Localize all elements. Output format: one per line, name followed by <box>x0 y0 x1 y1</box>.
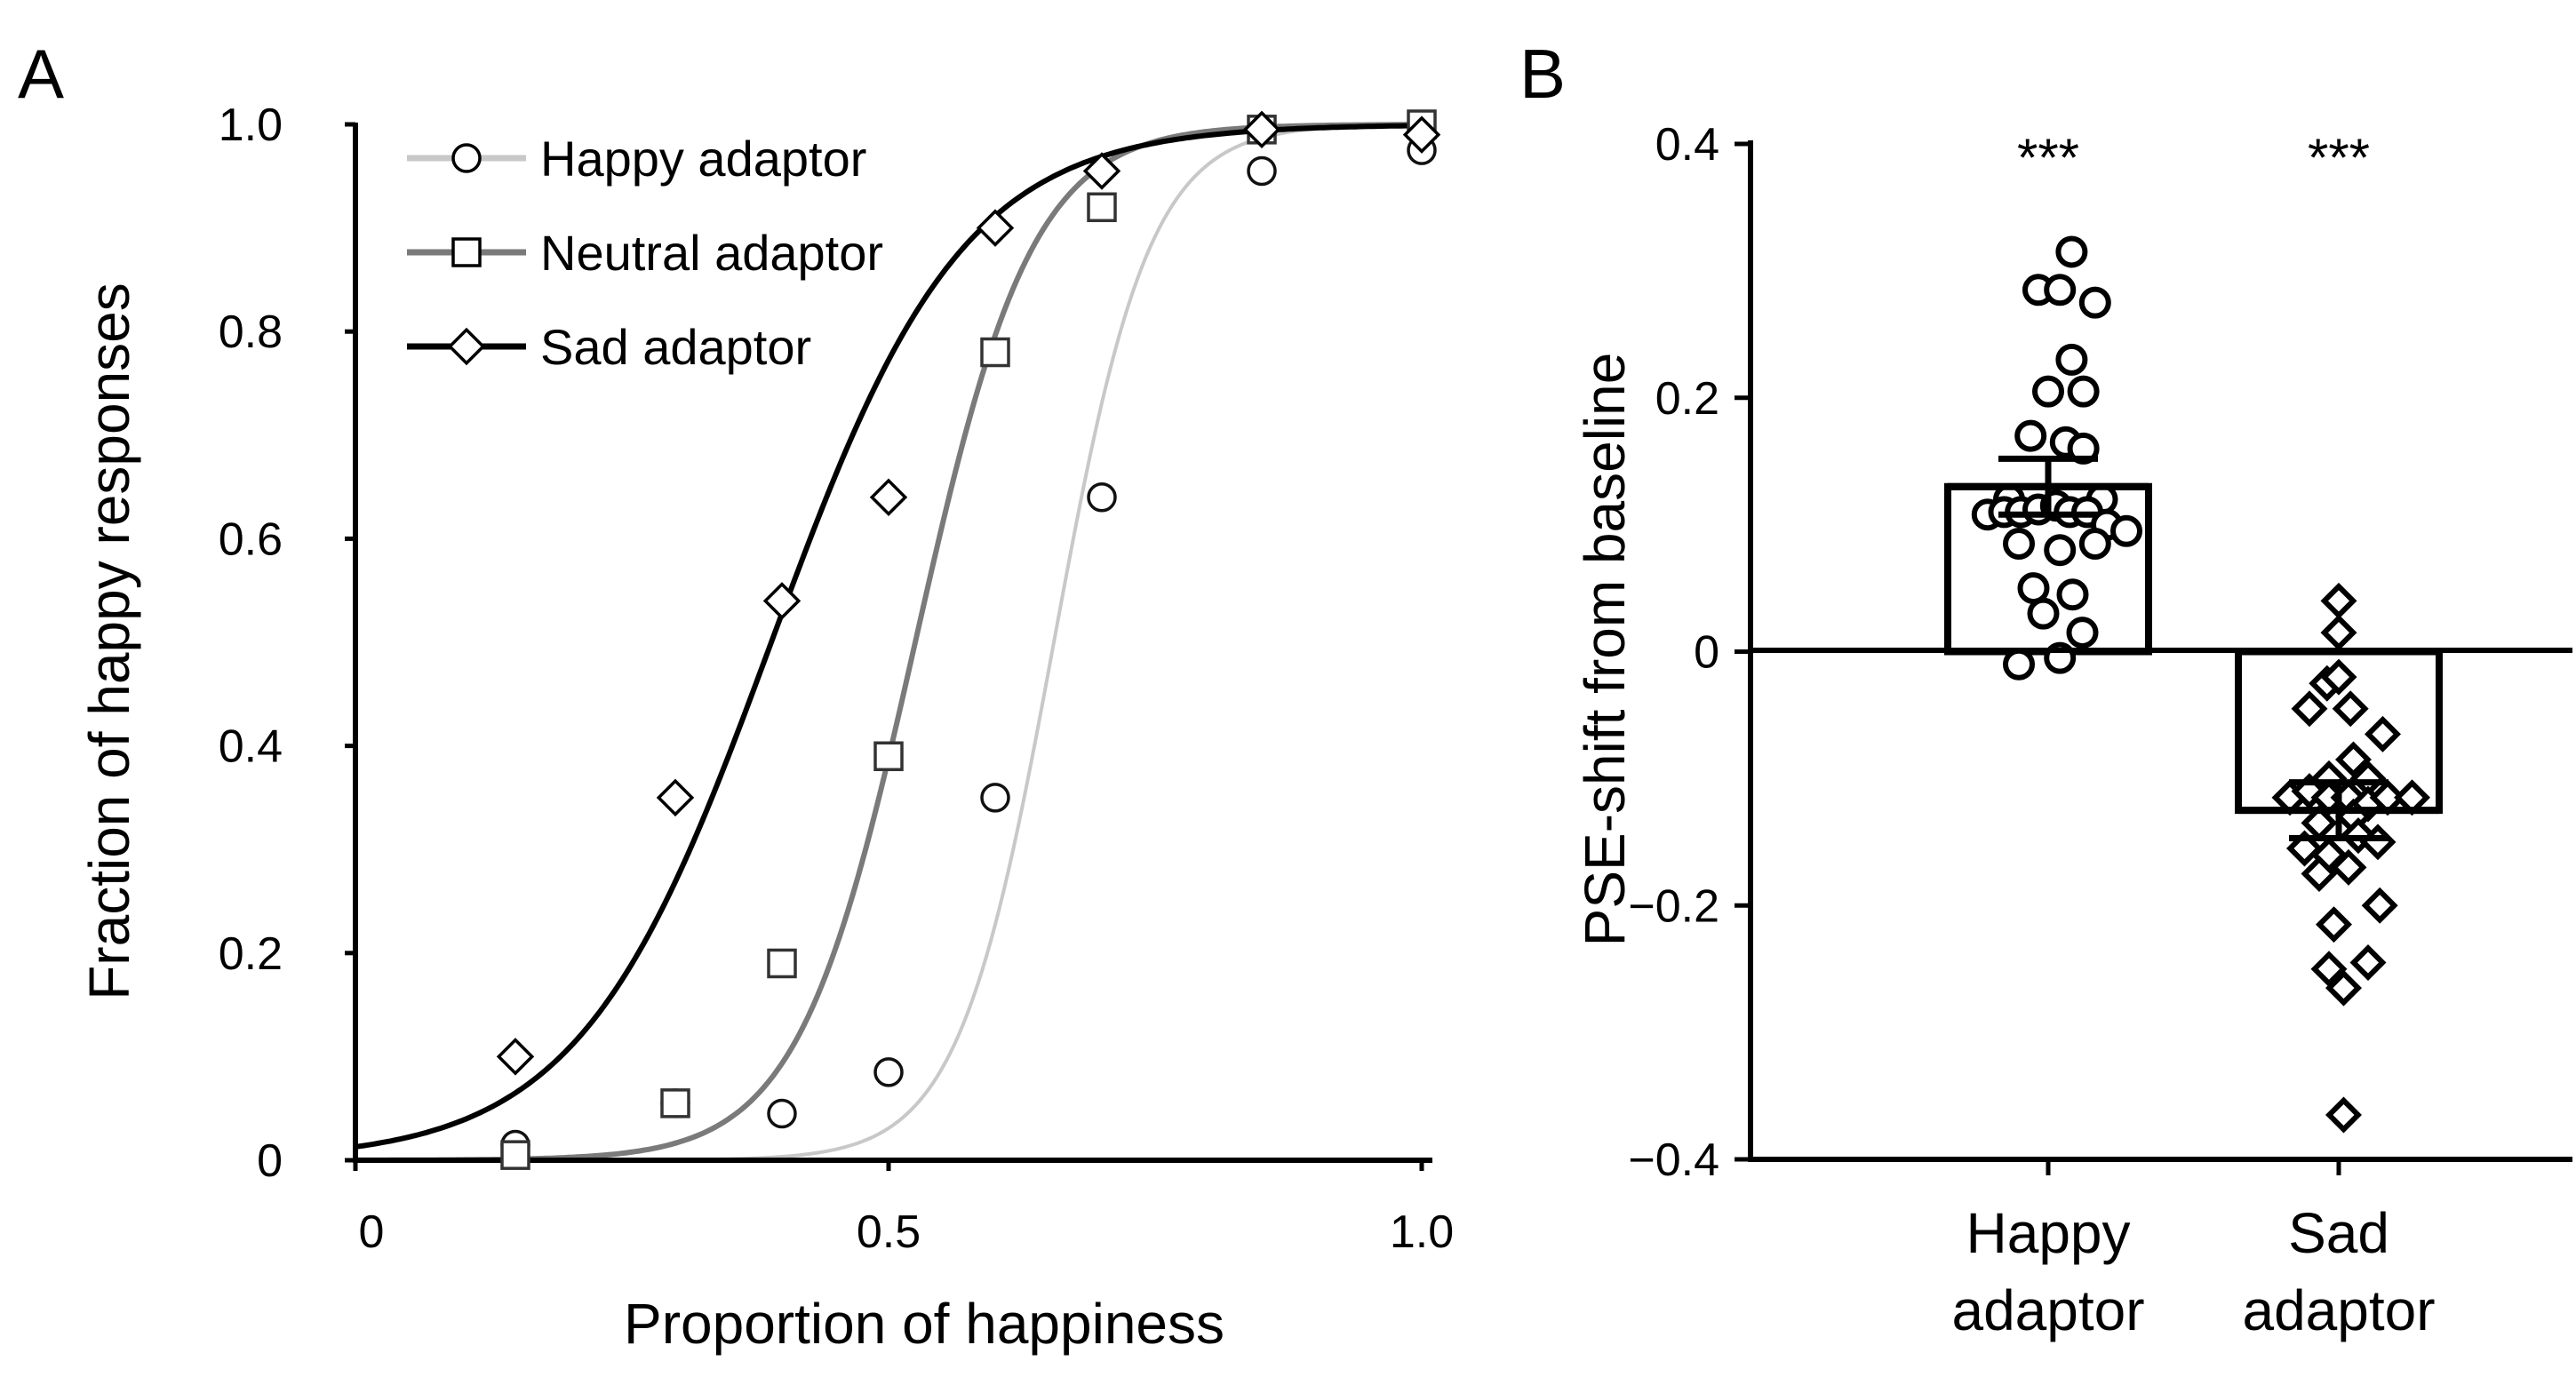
y-axis-title: Fraction of happy responses <box>77 283 141 1000</box>
square-marker <box>1087 192 1117 223</box>
legend-circle-marker <box>451 143 482 173</box>
y-tick-label: 0.2 <box>219 928 283 980</box>
y-tick-label: 0.2 <box>1655 373 1719 425</box>
point-diamond <box>2320 582 2357 619</box>
x-tick-label: 1.0 <box>1390 1206 1454 1258</box>
circle-marker <box>1087 482 1117 513</box>
x-tick-label-line2: adaptor <box>2242 1278 2435 1342</box>
point-circle <box>2014 419 2047 452</box>
y-ticks: 0.4 0.2 0 −0.2 −0.4 <box>1628 119 1751 1186</box>
point-diamond <box>2325 969 2362 1007</box>
point-circle <box>2017 572 2050 605</box>
point-circle <box>2055 343 2088 376</box>
diamond-marker <box>762 582 802 620</box>
point-diamond <box>2325 1096 2362 1134</box>
point-diamond <box>2320 614 2357 651</box>
x-tick-label: 0.5 <box>857 1206 921 1258</box>
point-diamond <box>2332 690 2369 728</box>
circle-marker <box>1247 155 1277 187</box>
legend-label: Sad adaptor <box>540 319 811 375</box>
circle-marker <box>980 783 1010 813</box>
significance-markers: *** *** <box>2017 128 2370 187</box>
y-tick-label: 1.0 <box>219 99 283 151</box>
fit-curves <box>355 122 1423 1163</box>
point-circle <box>2067 375 2100 408</box>
panel-a-letter: A <box>18 35 64 113</box>
point-circle <box>2078 286 2111 319</box>
y-ticks: 0 0.2 0.4 0.6 0.8 1.0 <box>219 99 355 1187</box>
point-circle <box>2110 514 2142 547</box>
diamond-marker <box>1082 152 1121 190</box>
significance-stars: *** <box>2017 128 2079 187</box>
legend-label: Happy adaptor <box>540 131 866 187</box>
diamond-marker <box>869 478 908 516</box>
square-marker <box>767 948 797 979</box>
point-circle <box>2056 578 2089 611</box>
square-marker <box>873 741 904 772</box>
square-marker <box>660 1088 690 1118</box>
y-tick-label: 0 <box>257 1135 283 1187</box>
point-diamond <box>2330 848 2367 886</box>
y-tick-label: 0 <box>1694 627 1719 679</box>
y-tick-label: 0.4 <box>219 721 283 773</box>
point-circle <box>2066 617 2099 649</box>
x-tick-label: 0 <box>359 1206 385 1258</box>
legend-diamond-marker <box>447 327 486 366</box>
point-circle <box>2055 235 2088 268</box>
fit-curve-sad-adaptor <box>355 123 1423 1150</box>
square-marker <box>980 337 1010 368</box>
x-ticks: Happy adaptor Sad adaptor <box>1951 1159 2436 1342</box>
y-tick-label: 0.8 <box>219 306 283 358</box>
point-circle <box>2067 432 2100 465</box>
point-diamond <box>2361 887 2398 924</box>
fit-curve-neutral-adaptor <box>355 122 1422 1163</box>
panel-a-axes <box>353 123 1432 1163</box>
circle-marker <box>873 1057 904 1087</box>
y-axis-title: PSE-shift from baseline <box>1573 353 1637 947</box>
x-tick-label-line1: Happy <box>1966 1201 2131 1265</box>
point-diamond <box>2365 715 2401 752</box>
error-bars <box>1948 455 2439 842</box>
diamond-marker <box>1242 110 1281 149</box>
point-diamond <box>2301 856 2338 893</box>
point-diamond <box>2320 658 2357 696</box>
point-circle <box>2044 274 2077 306</box>
point-diamond <box>2316 906 2352 943</box>
point-diamond <box>2349 944 2387 982</box>
x-tick-label-line2: adaptor <box>1951 1278 2144 1342</box>
diamond-marker <box>496 1038 535 1076</box>
y-tick-label: −0.4 <box>1628 1134 1719 1186</box>
y-tick-label: −0.2 <box>1628 880 1719 932</box>
point-circle <box>2027 597 2060 630</box>
square-marker <box>500 1140 530 1170</box>
y-tick-label: 0.4 <box>1655 119 1719 171</box>
legend-square-marker <box>451 237 482 267</box>
panel-b-axes <box>1748 140 2572 1162</box>
point-diamond <box>2291 690 2328 728</box>
panel-b-letter: B <box>1519 35 1566 113</box>
diamond-marker <box>656 778 695 817</box>
legend: Happy adaptor Neutral adaptor Sad adaptor <box>407 131 883 375</box>
fit-curve-happy-adaptor <box>355 123 1423 1162</box>
point-circle <box>2044 534 2077 567</box>
diamond-marker <box>1402 115 1441 154</box>
point-diamond <box>2310 951 2348 988</box>
point-circle <box>2078 528 2111 561</box>
circle-marker <box>767 1098 797 1129</box>
point-circle <box>2032 375 2064 408</box>
panel-a-chart: 0 0.2 0.4 0.6 0.8 1.0 0 0.5 1.0 Happy adaptor Ne… <box>77 99 1454 1356</box>
point-diamond <box>2335 741 2372 778</box>
legend-label: Neutral adaptor <box>540 225 883 281</box>
x-tick-label-line1: Sad <box>2288 1201 2389 1265</box>
point-circle <box>2003 528 2035 561</box>
significance-stars: *** <box>2308 128 2370 187</box>
x-ticks: 0 0.5 1.0 <box>353 1160 1454 1258</box>
panel-b-chart: 0.4 0.2 0 −0.2 −0.4 Happy adaptor Sad adaptor *… <box>1573 119 2572 1342</box>
y-tick-label: 0.6 <box>219 513 283 565</box>
point-circle <box>2003 648 2035 681</box>
data-points <box>496 109 1441 1170</box>
x-axis-title: Proportion of happiness <box>624 1292 1224 1356</box>
diamond-marker <box>976 209 1015 247</box>
